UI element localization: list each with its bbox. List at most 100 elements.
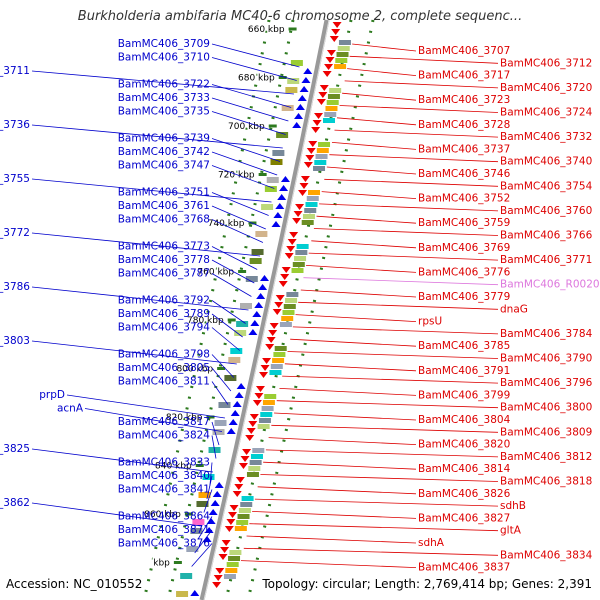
function-block-outer	[279, 322, 292, 327]
function-block-outer	[295, 250, 308, 255]
right-gene-label: BamMC406_3818	[500, 476, 592, 488]
reverse-cds-arrow	[240, 456, 250, 462]
left-leader-line	[206, 475, 213, 500]
forward-cds-arrow	[232, 401, 242, 407]
right-gene-label: BamMC406_3737	[418, 143, 510, 155]
reverse-cds-arrow	[303, 162, 313, 168]
function-block-outer	[258, 418, 271, 423]
right-gene-label: BamMC406_R0020	[500, 279, 600, 291]
right-gene-label: BamMC406_3776	[418, 266, 511, 278]
left-leader-line	[31, 448, 214, 473]
left-gene-label: BamMC406_3833	[118, 457, 210, 469]
left-leader-line	[211, 259, 255, 284]
left-gene-label: BamMC406_3794	[118, 322, 211, 334]
function-block-outer	[274, 346, 287, 351]
right-gene-label: BamMC406_3760	[500, 205, 592, 217]
function-block-outer	[316, 148, 329, 153]
forward-cds-arrow	[303, 68, 313, 74]
right-gene-label: BamMC406_3804	[418, 414, 511, 426]
function-block-outer	[241, 496, 254, 501]
right-leader-line	[313, 228, 499, 236]
forward-cds-arrow	[279, 185, 289, 191]
forward-cds-arrow	[190, 590, 200, 596]
reverse-cds-arrow	[255, 386, 265, 392]
right-leader-line	[287, 351, 499, 359]
left-gene-label: BamMC406_3787	[118, 268, 210, 280]
function-block-inner	[198, 492, 211, 498]
right-gene-label: BamMC406_3746	[418, 168, 511, 180]
function-block-outer	[327, 94, 340, 99]
right-gene-label: BamMC406_3800	[500, 402, 592, 414]
function-block-inner	[249, 258, 262, 264]
reverse-cds-arrow	[278, 281, 288, 287]
function-block-outer	[248, 466, 261, 471]
left-leader-line	[211, 192, 269, 216]
function-block-inner	[236, 321, 249, 327]
left-leader-line	[211, 246, 258, 270]
right-leader-line	[303, 277, 499, 286]
function-block-outer	[237, 514, 250, 519]
function-block-outer	[257, 424, 270, 429]
map-title: Burkholderia ambifaria MC40-6 chromosome…	[77, 9, 523, 24]
left-leader-line	[211, 111, 286, 135]
forward-cds-arrow	[202, 536, 212, 542]
right-gene-label: BamMC406_3796	[500, 377, 593, 389]
left-gene-label: BamMC406_3871	[118, 524, 210, 536]
function-block-inner	[196, 501, 209, 507]
left-gene-label: BamMC406_3722	[118, 79, 210, 91]
function-block-inner	[264, 186, 277, 192]
left-leader-line	[203, 489, 213, 513]
function-block-inner	[281, 105, 294, 111]
right-gene-label: BamMC406_3834	[500, 549, 593, 561]
scale-label: 760 kbp	[197, 268, 234, 278]
reverse-cds-arrow	[311, 127, 321, 133]
right-leader-line	[319, 203, 499, 212]
backbone-arc	[199, 19, 330, 600]
reverse-cds-arrow	[252, 400, 262, 406]
left-leader-line	[211, 435, 217, 459]
right-leader-line	[263, 461, 417, 470]
right-gene-label: BamMC406_3766	[500, 230, 593, 242]
left-gene-label: BamMC406_3709	[118, 38, 210, 50]
function-block-outer	[337, 46, 350, 51]
reverse-cds-arrow	[262, 358, 272, 364]
reverse-cds-arrow	[268, 330, 278, 336]
right-leader-line	[308, 252, 499, 261]
left-leader-line	[211, 367, 232, 392]
right-gene-label: sdhA	[418, 537, 445, 549]
forward-cds-arrow	[236, 383, 246, 389]
right-leader-line	[257, 486, 417, 495]
function-block-inner	[230, 348, 243, 354]
function-block-outer	[329, 88, 342, 93]
reverse-cds-arrow	[274, 302, 284, 308]
scale-label: 780 kbp	[187, 316, 224, 326]
function-block-inner	[224, 375, 237, 381]
function-block-inner	[214, 420, 227, 426]
function-block-inner	[261, 204, 274, 210]
function-block-outer	[335, 58, 348, 63]
left-leader-line	[31, 340, 237, 365]
function-block-outer	[238, 508, 251, 513]
function-block-outer	[301, 220, 314, 225]
reverse-cds-arrow	[308, 141, 318, 147]
function-block-outer	[308, 190, 321, 195]
reverse-cds-arrow	[306, 148, 316, 154]
left-leader-line	[211, 165, 275, 189]
reverse-cds-arrow	[286, 246, 296, 252]
right-leader-line	[349, 55, 499, 64]
function-block-inner	[266, 177, 279, 183]
right-gene-label: BamMC406_3785	[418, 340, 510, 352]
left-leader-line	[211, 97, 289, 122]
right-leader-line	[274, 412, 417, 421]
right-leader-line	[311, 240, 417, 249]
reverse-cds-arrow	[272, 309, 282, 315]
function-block-outer	[269, 370, 282, 375]
right-leader-line	[252, 511, 417, 519]
left-gene-label: BamMC406_3840	[118, 470, 210, 482]
function-block-outer	[260, 412, 273, 417]
right-leader-line	[254, 498, 499, 507]
function-block-outer	[228, 556, 241, 561]
function-block-inner	[176, 591, 189, 597]
forward-cds-arrow	[254, 302, 264, 308]
right-leader-line	[260, 474, 499, 482]
